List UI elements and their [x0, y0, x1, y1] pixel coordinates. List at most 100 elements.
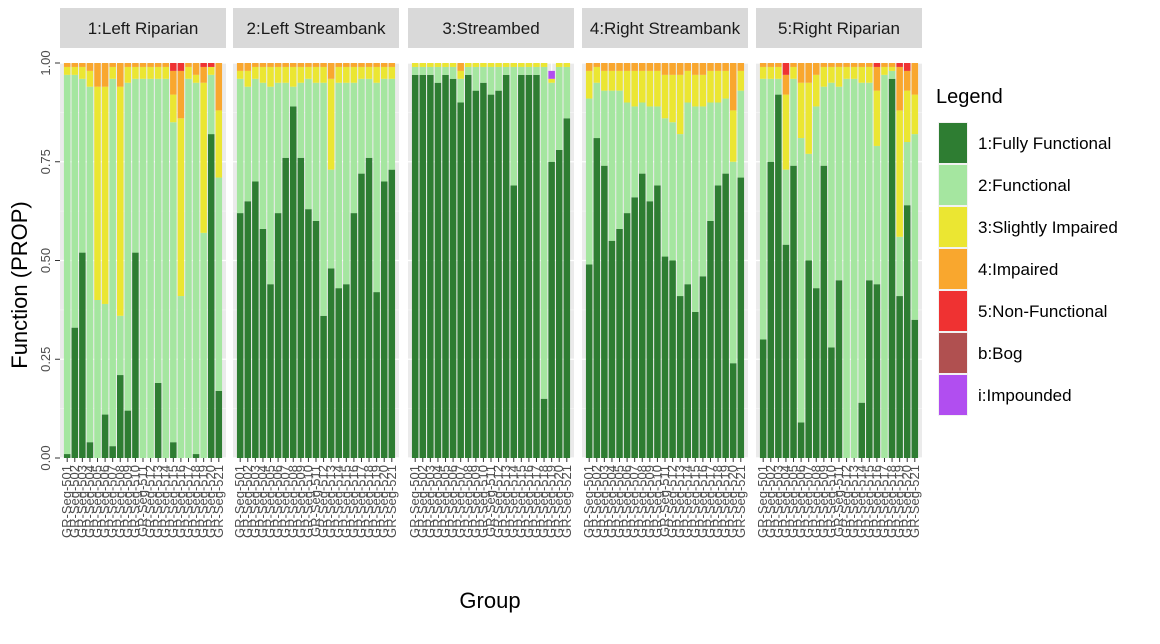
bar-segment: [850, 63, 858, 67]
bar-segment: [828, 63, 835, 67]
x-tick-label: GR-Seg-504: [604, 465, 619, 538]
bar-segment: [903, 63, 911, 71]
x-tick-label: GR-Seg-514: [158, 465, 173, 538]
bar-segment: [654, 70, 661, 107]
bar-segment: [699, 74, 707, 107]
legend-key: [939, 207, 967, 247]
bar-segment: [502, 63, 510, 67]
bar-segment: [419, 74, 427, 458]
bar-segment: [373, 82, 380, 293]
bar-segment: [170, 94, 177, 123]
bar-segment: [639, 70, 646, 103]
bar-segment: [373, 63, 380, 67]
facet-strip-label: 4:Right Streambank: [590, 19, 741, 38]
bar-segment: [495, 63, 502, 67]
y-tick-label: 0.25: [38, 347, 53, 372]
bar-segment: [775, 66, 782, 79]
bar-segment: [676, 63, 684, 75]
bar-segment: [215, 63, 223, 111]
facet-strip: [408, 8, 574, 48]
bar-segment: [200, 82, 207, 233]
bar-segment: [244, 201, 252, 458]
x-tick-label: GR-Seg-520: [203, 465, 218, 538]
bar-segment: [593, 82, 601, 139]
bar-segment: [896, 296, 903, 458]
x-tick-label: GR-Seg-506: [619, 465, 634, 538]
x-tick-label: GR-Seg-506: [445, 465, 460, 538]
bar-segment: [782, 63, 790, 75]
bar-segment: [215, 390, 223, 458]
bar-segment: [692, 311, 699, 458]
bar-segment: [320, 82, 327, 316]
bar-segment: [365, 66, 373, 79]
x-tick-label: GR-Seg-507: [627, 465, 642, 538]
bar-segment: [465, 74, 472, 458]
bar-segment: [380, 63, 388, 67]
bar-segment: [797, 82, 805, 139]
bar-segment: [472, 90, 480, 459]
bar-segment: [684, 70, 691, 103]
bar-segment: [661, 74, 669, 119]
bar-segment: [343, 82, 350, 285]
x-tick-label: GR-Seg-508: [285, 465, 300, 538]
bar-segment: [350, 63, 358, 67]
bar-segment: [327, 63, 335, 79]
bar-segment: [805, 82, 812, 154]
bar-segment: [139, 63, 147, 67]
bar-segment: [427, 63, 434, 67]
bar-segment: [86, 70, 94, 87]
bar-segment: [866, 82, 873, 281]
y-tick-label: 1.00: [38, 50, 53, 75]
x-tick-label: GR-Seg-509: [468, 465, 483, 538]
bar-segment: [661, 63, 669, 75]
bar-segment: [525, 63, 533, 67]
bar-segment: [101, 86, 109, 304]
bar-segment: [457, 63, 464, 71]
legend-label: 4:Impaired: [978, 260, 1058, 279]
bar-segment: [365, 157, 373, 459]
bar-segment: [147, 78, 154, 459]
x-tick-label: GR-Seg-511: [657, 465, 672, 537]
bar-segment: [200, 66, 207, 83]
bar-segment: [775, 78, 782, 95]
bar-segment: [563, 118, 571, 459]
bar-segment: [465, 66, 472, 75]
bar-segment: [888, 66, 896, 71]
bar-segment: [124, 410, 132, 458]
bar-segment: [540, 398, 548, 458]
bar-segment: [449, 63, 457, 67]
bar-segment: [729, 363, 737, 458]
bar-segment: [267, 86, 274, 285]
bar-segment: [124, 66, 132, 83]
x-tick-label: GR-Seg-518: [710, 465, 725, 538]
bar-segment: [669, 122, 676, 261]
bar-segment: [335, 66, 342, 83]
bar-segment: [684, 284, 691, 458]
bar-segment: [259, 228, 267, 458]
bar-segment: [79, 63, 86, 67]
bar-segment: [676, 296, 684, 458]
bar-segment: [714, 70, 722, 103]
bar-segment: [601, 63, 608, 71]
bar-segment: [737, 70, 745, 91]
bar-segment: [162, 63, 169, 67]
bar-segment: [533, 66, 540, 75]
bar-segment: [669, 63, 676, 75]
bar-segment: [290, 66, 297, 87]
bar-segment: [896, 236, 903, 297]
bar-segment: [244, 70, 252, 87]
bar-segment: [911, 94, 919, 135]
x-tick-label: GR-Seg-519: [718, 465, 733, 538]
legend-label: b:Bog: [978, 344, 1022, 363]
bar-segment: [335, 288, 342, 458]
bar-segment: [388, 66, 396, 79]
bar-segment: [380, 78, 388, 182]
bar-segment: [154, 63, 162, 67]
x-tick-label: GR-Seg-502: [763, 465, 778, 538]
bar-segment: [71, 66, 79, 75]
bar-segment: [442, 63, 449, 67]
bar-segment: [86, 63, 94, 71]
y-axis: 0.00 0.25 0.50 0.75 1.00: [38, 50, 60, 471]
bar-segment: [593, 63, 601, 67]
